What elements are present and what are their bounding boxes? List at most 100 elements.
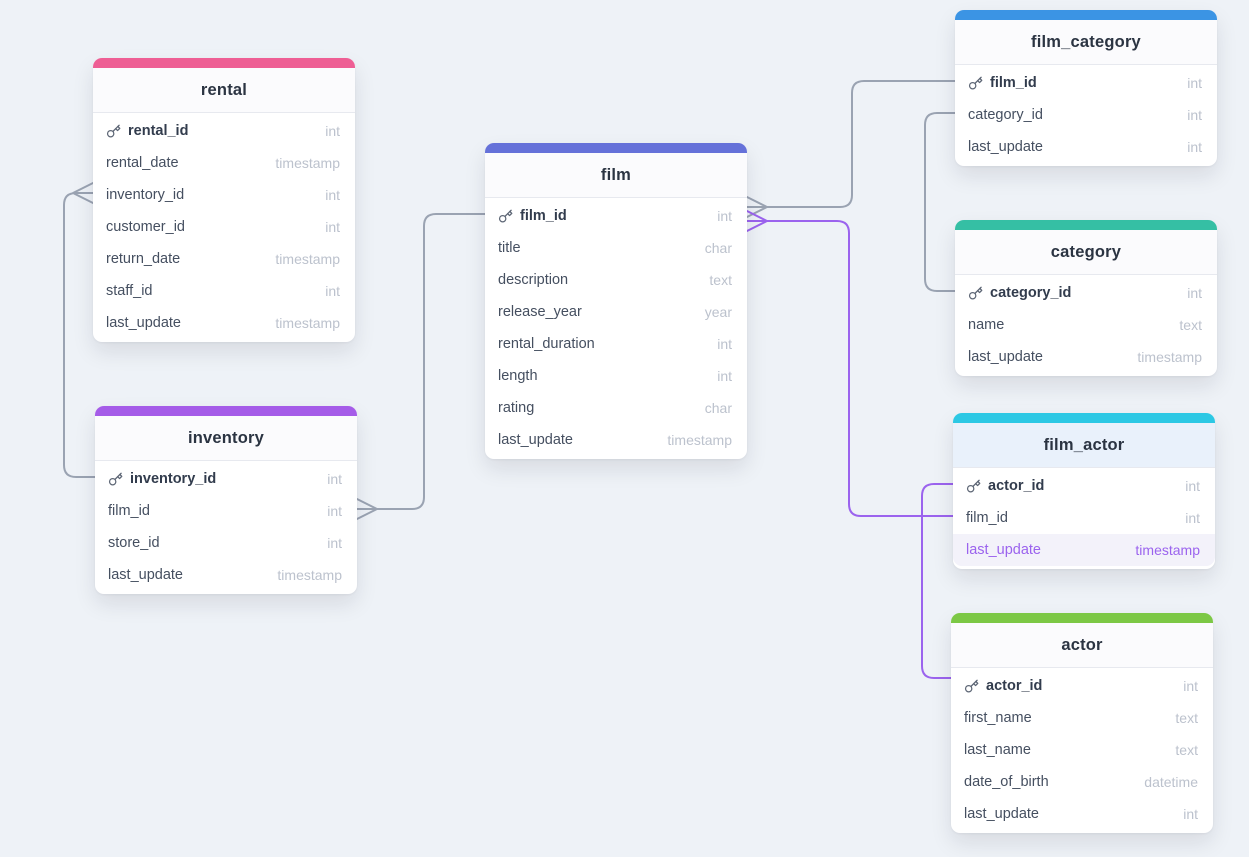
field-name-label: last_update [498, 432, 573, 448]
field-name-label: last_update [108, 567, 183, 583]
table-title[interactable]: film [485, 153, 747, 198]
field-type-label: int [1187, 139, 1202, 155]
table-field-row[interactable]: category_id int [955, 277, 1217, 309]
table-title[interactable]: film_actor [953, 423, 1215, 468]
field-type-label: timestamp [275, 155, 340, 171]
field-type-label: timestamp [667, 432, 732, 448]
field-name: staff_id [106, 283, 153, 299]
table-field-list: actor_id int first_name text last_name text da… [951, 668, 1213, 833]
field-type-label: int [325, 187, 340, 203]
table-category[interactable]: category category_id int name text last_updat… [955, 220, 1217, 376]
table-field-row[interactable]: rental_duration int [485, 328, 747, 360]
table-field-row[interactable]: last_update timestamp [953, 534, 1215, 566]
relationship-inventory_film[interactable] [356, 213, 486, 520]
field-name: last_update [964, 806, 1039, 822]
table-field-row[interactable]: last_update timestamp [93, 307, 355, 339]
table-field-row[interactable]: return_date timestamp [93, 243, 355, 275]
field-name-label: release_year [498, 304, 582, 320]
field-type-label: int [1185, 510, 1200, 526]
field-name-label: category_id [968, 107, 1043, 123]
field-name-label: rental_duration [498, 336, 595, 352]
field-name: category_id [968, 107, 1043, 123]
relationship-film_category_category[interactable] [924, 112, 956, 292]
table-field-row[interactable]: last_update timestamp [95, 559, 357, 591]
table-field-row[interactable]: title char [485, 232, 747, 264]
field-type-label: char [704, 400, 732, 416]
table-field-row[interactable]: inventory_id int [93, 179, 355, 211]
table-field-row[interactable]: film_id int [953, 502, 1215, 534]
table-field-row[interactable]: actor_id int [951, 670, 1213, 702]
table-field-row[interactable]: length int [485, 360, 747, 392]
table-title[interactable]: film_category [955, 20, 1217, 65]
field-name: film_id [498, 208, 567, 224]
table-field-row[interactable]: rental_id int [93, 115, 355, 147]
table-title[interactable]: inventory [95, 416, 357, 461]
table-field-row[interactable]: film_id int [485, 200, 747, 232]
field-name: inventory_id [106, 187, 184, 203]
field-name: film_id [966, 510, 1008, 526]
field-type-label: int [1183, 678, 1198, 694]
table-film[interactable]: film film_id int title char description text re… [485, 143, 747, 459]
table-actor[interactable]: actor actor_id int first_name text last_name t… [951, 613, 1213, 833]
table-color-bar [953, 413, 1215, 423]
relationship-film_film_category[interactable] [746, 80, 956, 218]
field-type-label: timestamp [275, 251, 340, 267]
field-name: rental_date [106, 155, 179, 171]
field-type-label: text [1179, 317, 1202, 333]
field-name-label: last_name [964, 742, 1031, 758]
key-icon [498, 209, 513, 224]
relationship-rental_inventory[interactable] [63, 182, 96, 478]
field-name: title [498, 240, 521, 256]
field-name-label: store_id [108, 535, 160, 551]
relationship-film_actor_actor[interactable] [921, 483, 954, 679]
field-type-label: int [1183, 806, 1198, 822]
table-field-row[interactable]: last_name text [951, 734, 1213, 766]
table-field-row[interactable]: date_of_birth datetime [951, 766, 1213, 798]
field-name: length [498, 368, 538, 384]
table-field-row[interactable]: first_name text [951, 702, 1213, 734]
field-name: actor_id [964, 678, 1042, 694]
field-type-label: int [717, 368, 732, 384]
table-field-row[interactable]: staff_id int [93, 275, 355, 307]
field-name-label: last_update [966, 542, 1041, 558]
field-name-label: film_id [108, 503, 150, 519]
table-title[interactable]: rental [93, 68, 355, 113]
table-field-row[interactable]: film_id int [95, 495, 357, 527]
table-color-bar [95, 406, 357, 416]
table-field-row[interactable]: customer_id int [93, 211, 355, 243]
table-title[interactable]: actor [951, 623, 1213, 668]
field-type-label: int [1187, 75, 1202, 91]
table-rental[interactable]: rental rental_id int rental_date timestamp in… [93, 58, 355, 342]
field-type-label: text [1175, 710, 1198, 726]
field-name-label: date_of_birth [964, 774, 1049, 790]
field-name-label: rental_id [128, 123, 189, 139]
table-field-row[interactable]: rental_date timestamp [93, 147, 355, 179]
table-field-row[interactable]: store_id int [95, 527, 357, 559]
table-field-list: inventory_id int film_id int store_id int last… [95, 461, 357, 594]
table-color-bar [951, 613, 1213, 623]
table-field-row[interactable]: last_update int [951, 798, 1213, 830]
table-field-row[interactable]: release_year year [485, 296, 747, 328]
table-field-row[interactable]: description text [485, 264, 747, 296]
table-film_category[interactable]: film_category film_id int category_id int las… [955, 10, 1217, 166]
table-title[interactable]: category [955, 230, 1217, 275]
table-field-row[interactable]: actor_id int [953, 470, 1215, 502]
table-inventory[interactable]: inventory inventory_id int film_id int store_… [95, 406, 357, 594]
table-field-row[interactable]: last_update timestamp [485, 424, 747, 456]
table-film_actor[interactable]: film_actor actor_id int film_id int last_upda… [953, 413, 1215, 569]
table-field-row[interactable]: category_id int [955, 99, 1217, 131]
table-field-row[interactable]: inventory_id int [95, 463, 357, 495]
field-type-label: text [709, 272, 732, 288]
key-icon [108, 472, 123, 487]
table-field-list: rental_id int rental_date timestamp inventor… [93, 113, 355, 342]
field-name: rating [498, 400, 534, 416]
table-field-row[interactable]: film_id int [955, 67, 1217, 99]
table-field-row[interactable]: name text [955, 309, 1217, 341]
table-field-list: film_id int title char description text releas… [485, 198, 747, 459]
relationship-film_film_actor[interactable] [746, 210, 954, 517]
table-field-row[interactable]: rating char [485, 392, 747, 424]
table-field-row[interactable]: last_update int [955, 131, 1217, 163]
table-field-list: category_id int name text last_update timesta… [955, 275, 1217, 376]
table-field-row[interactable]: last_update timestamp [955, 341, 1217, 373]
